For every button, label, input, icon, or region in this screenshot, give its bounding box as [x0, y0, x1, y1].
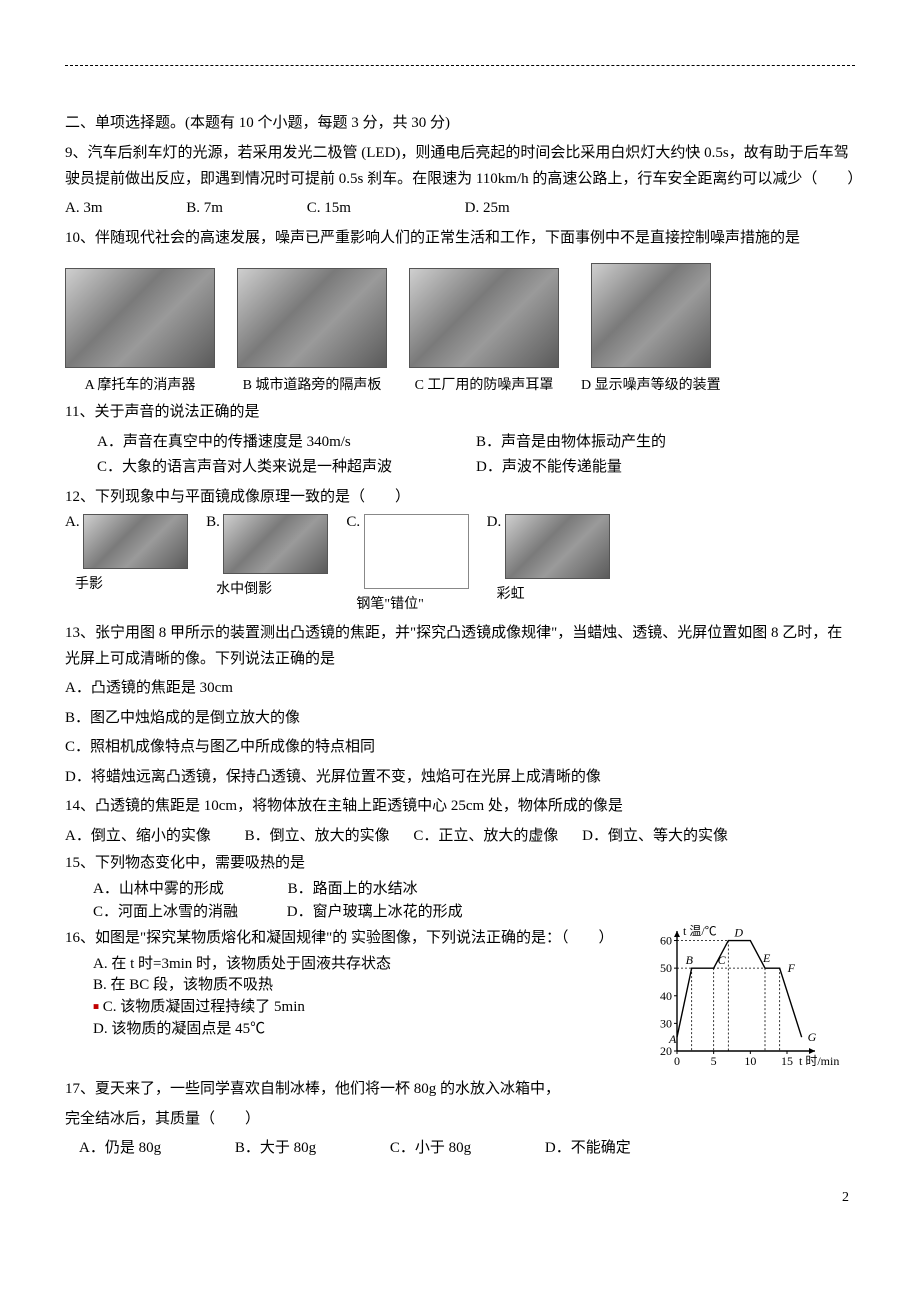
q12-c-label: C.	[346, 514, 360, 530]
svg-text:t 时/min: t 时/min	[799, 1054, 839, 1068]
q11-opts-row1: A．声音在真空中的传播速度是 340m/s B．声音是由物体振动产生的	[65, 430, 855, 456]
q12-b-graphic	[223, 514, 328, 574]
q10-img-a-caption: A 摩托车的消声器	[85, 374, 196, 394]
q14-options: A．倒立、缩小的实像 B．倒立、放大的实像 C．正立、放大的虚像 D．倒立、等大…	[65, 824, 855, 850]
svg-text:50: 50	[660, 961, 672, 975]
svg-text:0: 0	[674, 1054, 680, 1068]
q17-opt-b: B．大于 80g	[235, 1140, 316, 1156]
svg-text:F: F	[787, 961, 796, 975]
q16-opt-c: ■ C. 该物质凝固过程持续了 5min	[93, 997, 635, 1019]
q9-stem: 9、汽车后刹车灯的光源，若采用发光二极管 (LED)，则通电后亮起的时间会比采用…	[65, 141, 855, 192]
q10-img-a: A 摩托车的消声器	[65, 268, 215, 394]
q9-opt-d: D. 25m	[465, 200, 510, 216]
q14-opt-b: B．倒立、放大的实像	[245, 828, 390, 844]
q12-stem: 12、下列现象中与平面镜成像原理一致的是（ ）	[65, 485, 855, 511]
q11-opt-c: C．大象的语言声音对人类来说是一种超声波	[97, 455, 476, 481]
q9-options: A. 3m B. 7m C. 15m D. 25m	[65, 196, 855, 222]
section-2-title: 二、单项选择题。(本题有 10 个小题，每题 3 分，共 30 分)	[65, 111, 855, 135]
svg-text:E: E	[762, 951, 771, 965]
q12-b-label: B.	[206, 514, 220, 530]
svg-text:B: B	[686, 953, 694, 967]
q12-a-graphic	[83, 514, 188, 569]
q17-opt-c: C．小于 80g	[390, 1140, 471, 1156]
q12-c-caption: 钢笔"错位"	[356, 593, 423, 613]
q17-options: A．仍是 80g B．大于 80g C．小于 80g D．不能确定	[65, 1136, 855, 1162]
dot-icon: ■	[93, 1001, 99, 1012]
q10-stem: 10、伴随现代社会的高速发展，噪声已严重影响人们的正常生活和工作，下面事例中不是…	[65, 226, 855, 252]
q12-d-graphic	[505, 514, 610, 579]
svg-text:t 温/℃: t 温/℃	[683, 924, 717, 938]
q12-item-d: D. 彩虹	[487, 514, 610, 603]
q16-wrap: 16、如图是"探究某物质熔化和凝固规律"的 实验图像，下列说法正确的是：（ ） …	[65, 923, 855, 1073]
svg-text:D: D	[733, 926, 743, 940]
q14-stem: 14、凸透镜的焦距是 10cm，将物体放在主轴上距透镜中心 25cm 处，物体所…	[65, 794, 855, 820]
q12-a-label: A.	[65, 514, 80, 530]
q14-opt-c: C．正立、放大的虚像	[413, 828, 558, 844]
q16-opt-b: B. 在 BC 段，该物质不吸热	[93, 975, 635, 997]
q11-opts-row2: C．大象的语言声音对人类来说是一种超声波 D．声波不能传递能量	[65, 455, 855, 481]
q16-opt-a: A. 在 t 时=3min 时，该物质处于固液共存状态	[93, 954, 635, 976]
q12-a-caption: 手影	[75, 573, 103, 593]
q10-img-c: C 工厂用的防噪声耳罩	[409, 268, 559, 394]
svg-text:40: 40	[660, 989, 672, 1003]
svg-text:15: 15	[781, 1054, 793, 1068]
q10-image-row: A 摩托车的消声器 B 城市道路旁的隔声板 C 工厂用的防噪声耳罩 D 显示噪声…	[65, 263, 855, 394]
svg-text:30: 30	[660, 1016, 672, 1030]
q11-opt-a: A．声音在真空中的传播速度是 340m/s	[97, 430, 476, 456]
q10-img-d-graphic	[591, 263, 711, 368]
q11-opt-d: D．声波不能传递能量	[476, 455, 855, 481]
svg-text:10: 10	[744, 1054, 756, 1068]
q12-d-label: D.	[487, 514, 502, 530]
q10-img-d-caption: D 显示噪声等级的装置	[581, 374, 721, 394]
q14-opt-d: D．倒立、等大的实像	[582, 828, 728, 844]
q9-opt-b: B. 7m	[186, 200, 223, 216]
q12-d-caption: 彩虹	[497, 583, 525, 603]
q15-opt-a: A．山林中雾的形成	[93, 881, 224, 897]
q11-stem: 11、关于声音的说法正确的是	[65, 400, 855, 426]
q12-item-c: C. 钢笔"错位"	[346, 514, 468, 613]
svg-text:5: 5	[711, 1054, 717, 1068]
q11-opt-b: B．声音是由物体振动产生的	[476, 430, 855, 456]
q10-img-a-graphic	[65, 268, 215, 368]
svg-text:G: G	[808, 1030, 817, 1044]
q15-opt-d: D．窗户玻璃上冰花的形成	[287, 904, 463, 920]
q9-opt-c: C. 15m	[307, 200, 351, 216]
q13-opt-a: A．凸透镜的焦距是 30cm	[65, 676, 855, 702]
q12-image-row: A. 手影 B. 水中倒影 C. 钢笔"错位" D. 彩虹	[65, 514, 855, 613]
q15-opt-c: C．河面上冰雪的消融	[93, 904, 238, 920]
q10-img-c-caption: C 工厂用的防噪声耳罩	[415, 374, 554, 394]
q12-item-b: B. 水中倒影	[206, 514, 328, 598]
q16-chart: 2030405060051015ABCDEFGt 温/℃t 时/min	[645, 923, 855, 1073]
q13-opt-b: B．图乙中烛焰成的是倒立放大的像	[65, 706, 855, 732]
q15-opt-b: B．路面上的水结冰	[288, 881, 418, 897]
q10-img-b-graphic	[237, 268, 387, 368]
q16-opt-d: D. 该物质的凝固点是 45℃	[93, 1019, 635, 1041]
page-number: 2	[65, 1190, 855, 1206]
q15-opts-row2: C．河面上冰雪的消融 D．窗户玻璃上冰花的形成	[65, 901, 855, 924]
q13-opt-d: D．将蜡烛远离凸透镜，保持凸透镜、光屏位置不变，烛焰可在光屏上成清晰的像	[65, 765, 855, 791]
q10-img-b-caption: B 城市道路旁的隔声板	[243, 374, 382, 394]
q12-b-caption: 水中倒影	[216, 578, 272, 598]
q17-opt-d: D．不能确定	[545, 1140, 631, 1156]
q14-opt-a: A．倒立、缩小的实像	[65, 828, 211, 844]
q15-stem: 15、下列物态变化中，需要吸热的是	[65, 853, 855, 874]
q13-opt-c: C．照相机成像特点与图乙中所成像的特点相同	[65, 735, 855, 761]
q10-img-c-graphic	[409, 268, 559, 368]
q17-stem1: 17、夏天来了，一些同学喜欢自制冰棒，他们将一杯 80g 的水放入冰箱中，	[65, 1077, 855, 1103]
q16-stem: 16、如图是"探究某物质熔化和凝固规律"的 实验图像，下列说法正确的是：（ ）	[65, 927, 635, 950]
q13-stem: 13、张宁用图 8 甲所示的装置测出凸透镜的焦距，并"探究凸透镜成像规律"，当蜡…	[65, 621, 855, 672]
q10-img-d: D 显示噪声等级的装置	[581, 263, 721, 394]
q12-c-graphic	[364, 514, 469, 589]
q10-img-b: B 城市道路旁的隔声板	[237, 268, 387, 394]
svg-text:A: A	[668, 1032, 677, 1046]
svg-text:C: C	[718, 953, 727, 967]
q17-opt-a: A．仍是 80g	[79, 1140, 161, 1156]
q12-item-a: A. 手影	[65, 514, 188, 593]
q15-opts-row1: A．山林中雾的形成 B．路面上的水结冰	[65, 878, 855, 901]
page-top-divider	[65, 65, 855, 66]
q17-stem2: 完全结冰后，其质量（ ）	[65, 1107, 855, 1133]
svg-text:60: 60	[660, 934, 672, 948]
q9-opt-a: A. 3m	[65, 200, 103, 216]
